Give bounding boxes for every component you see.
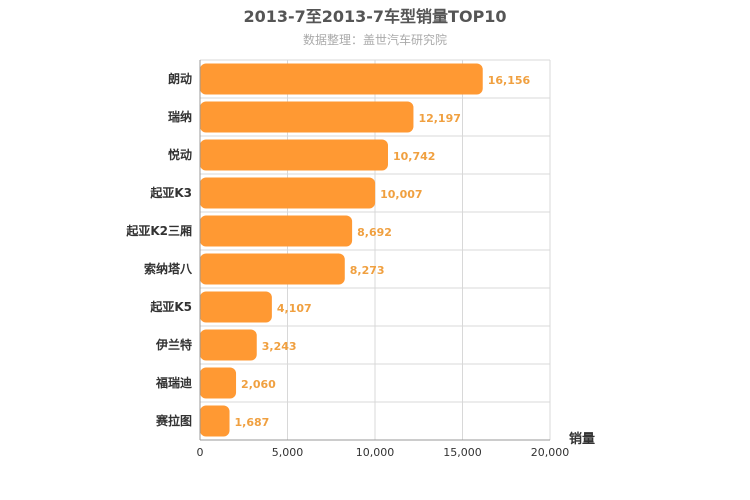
bar-value-label: 1,687 [235, 416, 270, 429]
chart-title: 2013-7至2013-7车型销量TOP10 [243, 7, 506, 26]
bar-value-label: 8,692 [357, 226, 392, 239]
bar-value-label: 2,060 [241, 378, 276, 391]
y-category-label: 瑞纳 [168, 109, 192, 124]
bars: 16,156 12,197 10,742 10,007 8,692 8,273 4,107 3… [200, 63, 531, 437]
bar [200, 329, 257, 361]
x-tick-label: 0 [197, 446, 204, 459]
bar [200, 367, 237, 399]
y-category-label: 起亚K3 [149, 185, 192, 200]
bar [200, 215, 353, 247]
bar [200, 405, 230, 437]
bar-value-label: 12,197 [418, 112, 460, 125]
x-tick-label: 15,000 [443, 446, 482, 459]
chart-subtitle: 数据整理：盖世汽车研究院 [303, 32, 447, 47]
y-category-label: 福瑞迪 [155, 375, 192, 390]
bar [200, 63, 483, 95]
bar-value-label: 16,156 [488, 74, 531, 87]
x-tick-label: 20,000 [531, 446, 570, 459]
y-category-label: 朗动 [168, 71, 192, 86]
bar-value-label: 8,273 [350, 264, 385, 277]
bar-value-label: 10,007 [380, 188, 422, 201]
y-category-label: 索纳塔八 [144, 261, 193, 276]
y-category-label: 伊兰特 [155, 337, 192, 352]
x-axis-title: 销量 [569, 431, 595, 447]
bar [200, 291, 272, 323]
bar [200, 253, 345, 285]
y-category-label: 赛拉图 [155, 413, 192, 428]
bar [200, 139, 388, 171]
y-category-label: 起亚K2三厢 [125, 223, 192, 238]
bar [200, 177, 376, 209]
x-tick-label: 10,000 [356, 446, 395, 459]
x-tick-label: 5,000 [272, 446, 304, 459]
bar-value-label: 10,742 [393, 150, 435, 163]
y-category-label: 起亚K5 [149, 299, 192, 314]
y-category-label: 悦动 [168, 147, 192, 162]
bar [200, 101, 414, 133]
bar-value-label: 3,243 [262, 340, 297, 353]
bar-value-label: 4,107 [277, 302, 312, 315]
